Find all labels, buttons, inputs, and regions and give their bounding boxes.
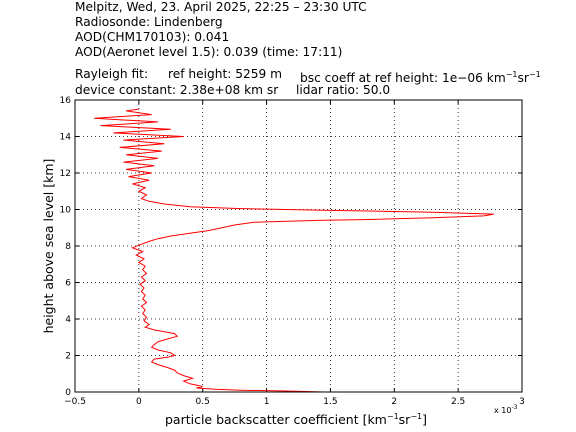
aod-aeronet-label: AOD(Aeronet level 1.5): 0.039 (time: 17:… bbox=[75, 45, 343, 59]
title-location-date: Melpitz, Wed, 23. April 2025, 22:25 – 23… bbox=[75, 0, 367, 14]
x-tick-label: 1 bbox=[264, 397, 270, 407]
rayleigh-fit-label: Rayleigh fit: bbox=[75, 67, 149, 81]
x-tick-label: 3 bbox=[519, 397, 525, 407]
ref-height-label: ref height: 5259 m bbox=[168, 67, 282, 81]
y-tick-label: 8 bbox=[65, 242, 71, 252]
y-tick-label: 10 bbox=[60, 206, 72, 216]
x-tick-label: 0.5 bbox=[196, 397, 210, 407]
y-tick-label: 4 bbox=[65, 315, 71, 325]
grid-lines bbox=[75, 100, 522, 392]
y-tick-label: 0 bbox=[65, 388, 71, 398]
radiosonde-label: Radiosonde: Lindenberg bbox=[75, 15, 223, 29]
y-tick-label: 16 bbox=[60, 96, 72, 106]
y-tick-label: 14 bbox=[60, 133, 72, 143]
x-tick-label: 0 bbox=[136, 397, 142, 407]
aod-chm-label: AOD(CHM170103): 0.041 bbox=[75, 30, 230, 44]
y-axis-label: height above sea level [km] bbox=[41, 159, 56, 334]
x-axis-multiplier: x 10-3 bbox=[494, 404, 518, 415]
axes-frame bbox=[74, 99, 523, 393]
x-tick-label: 2.5 bbox=[451, 397, 465, 407]
lidar-ratio-label: lidar ratio: 50.0 bbox=[296, 83, 391, 97]
backscatter-profile-line bbox=[94, 108, 494, 393]
y-tick-label: 6 bbox=[65, 279, 71, 289]
x-axis-label: particle backscatter coefficient [km−1sr… bbox=[165, 412, 427, 427]
device-constant-label: device constant: 2.38e+08 km sr bbox=[75, 83, 279, 97]
bsc-coeff-label: bsc coeff at ref height: 1e−06 km−1sr−1 bbox=[300, 70, 541, 86]
x-tick-label: 1.5 bbox=[323, 397, 337, 407]
y-tick-label: 12 bbox=[60, 169, 71, 179]
y-tick-label: 2 bbox=[65, 352, 71, 362]
x-tick-label: −0.5 bbox=[64, 397, 86, 407]
x-tick-label: 2 bbox=[391, 397, 397, 407]
